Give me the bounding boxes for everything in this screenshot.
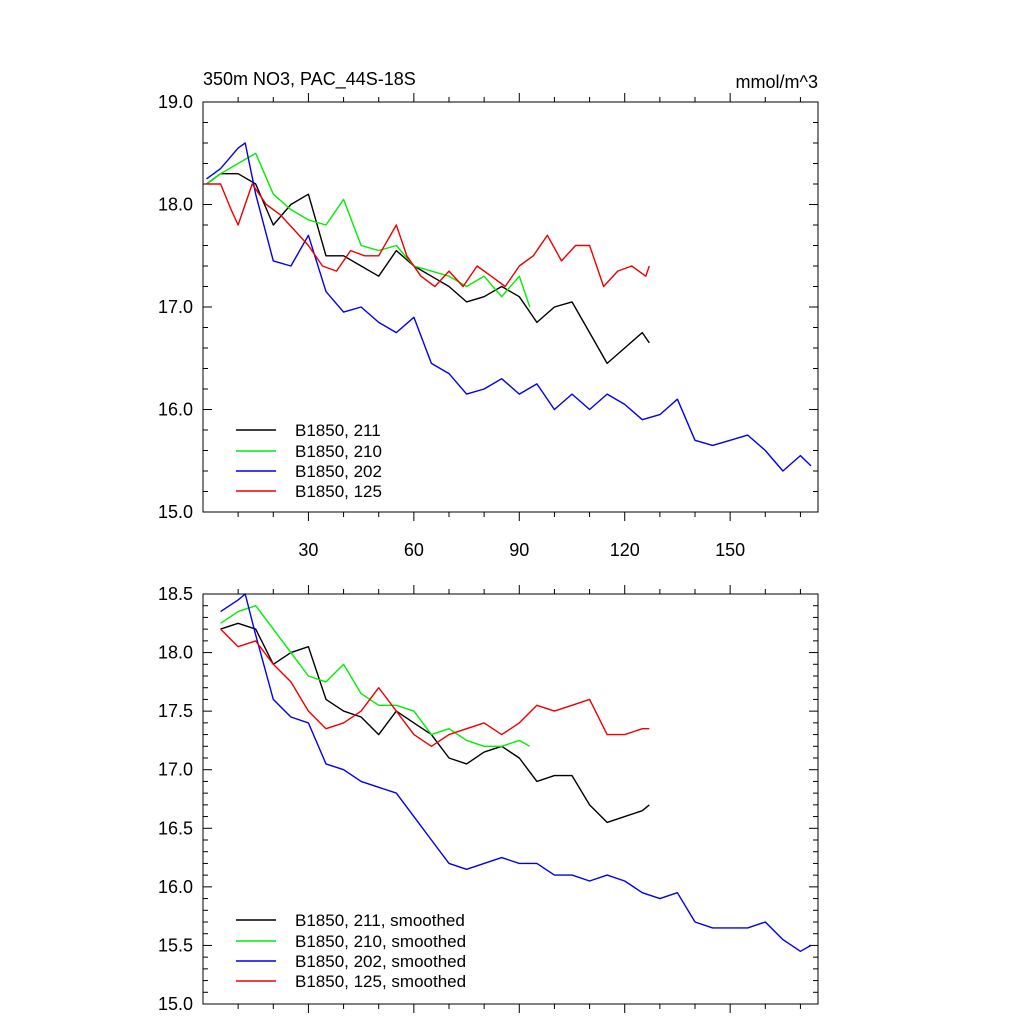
series-line-0 xyxy=(220,622,650,824)
y-tick-label: 18.0 xyxy=(158,195,193,215)
series-line-0 xyxy=(206,172,650,365)
legend-label-211: B1850, 211 xyxy=(295,421,381,440)
legend-label-210-smoothed: B1850, 210, smoothed xyxy=(295,932,466,951)
series-line-3 xyxy=(206,183,650,288)
x-tick-label: 120 xyxy=(610,540,640,560)
legend: B1850, 211 B1850, 210 B1850, 202 B1850, … xyxy=(236,421,382,501)
y-tick-label: 17.0 xyxy=(158,760,193,780)
axis-ticks xyxy=(203,585,818,1013)
units-label: mmol/m^3 xyxy=(736,72,818,92)
y-tick-label: 15.0 xyxy=(158,502,193,522)
y-tick-label: 17.0 xyxy=(158,297,193,317)
series-line-1 xyxy=(206,152,531,308)
series-line-2 xyxy=(206,142,812,472)
y-tick-labels: 15.0 16.0 17.0 18.0 19.0 xyxy=(158,92,193,522)
y-tick-label: 15.5 xyxy=(158,935,193,955)
plot-frame xyxy=(202,101,819,513)
series-line-2 xyxy=(220,593,812,952)
y-tick-label: 16.5 xyxy=(158,818,193,838)
series-lines xyxy=(206,142,812,472)
bottom-panel: 15.0 15.5 16.0 16.5 17.0 17.5 18.0 18.5 B1850, … xyxy=(158,584,819,1014)
x-tick-labels: 30 60 90 120 150 xyxy=(298,540,745,560)
series-line-1 xyxy=(220,605,531,747)
y-tick-label: 18.0 xyxy=(158,643,193,663)
legend-label-211-smoothed: B1850, 211, smoothed xyxy=(295,911,465,930)
series-lines xyxy=(220,593,812,952)
x-tick-label: 60 xyxy=(404,540,424,560)
legend-label-210: B1850, 210 xyxy=(295,442,382,461)
y-tick-label: 17.5 xyxy=(158,701,193,721)
legend-label-125: B1850, 125 xyxy=(295,482,382,501)
top-panel: 350m NO3, PAC_44S-18S mmol/m^3 15.016.01… xyxy=(158,69,819,560)
x-tick-label: 90 xyxy=(509,540,529,560)
legend: B1850, 211, smoothed B1850, 210, smoothe… xyxy=(236,911,466,991)
chart-title: 350m NO3, PAC_44S-18S xyxy=(203,69,416,90)
y-tick-label: 16.0 xyxy=(158,400,193,420)
x-tick-label: 150 xyxy=(715,540,745,560)
legend-label-202: B1850, 202 xyxy=(295,462,382,481)
x-tick-label: 30 xyxy=(298,540,318,560)
y-tick-label: 19.0 xyxy=(158,92,193,112)
series-line-3 xyxy=(220,628,650,747)
y-tick-label: 18.5 xyxy=(158,584,193,604)
legend-label-202-smoothed: B1850, 202, smoothed xyxy=(295,952,466,971)
legend-label-125-smoothed: B1850, 125, smoothed xyxy=(295,972,466,991)
y-tick-labels: 15.0 15.5 16.0 16.5 17.0 17.5 18.0 18.5 xyxy=(158,584,193,1014)
plot-frame xyxy=(202,593,819,1005)
y-tick-label: 16.0 xyxy=(158,877,193,897)
axis-ticks xyxy=(203,93,818,521)
y-tick-label: 15.0 xyxy=(158,994,193,1014)
